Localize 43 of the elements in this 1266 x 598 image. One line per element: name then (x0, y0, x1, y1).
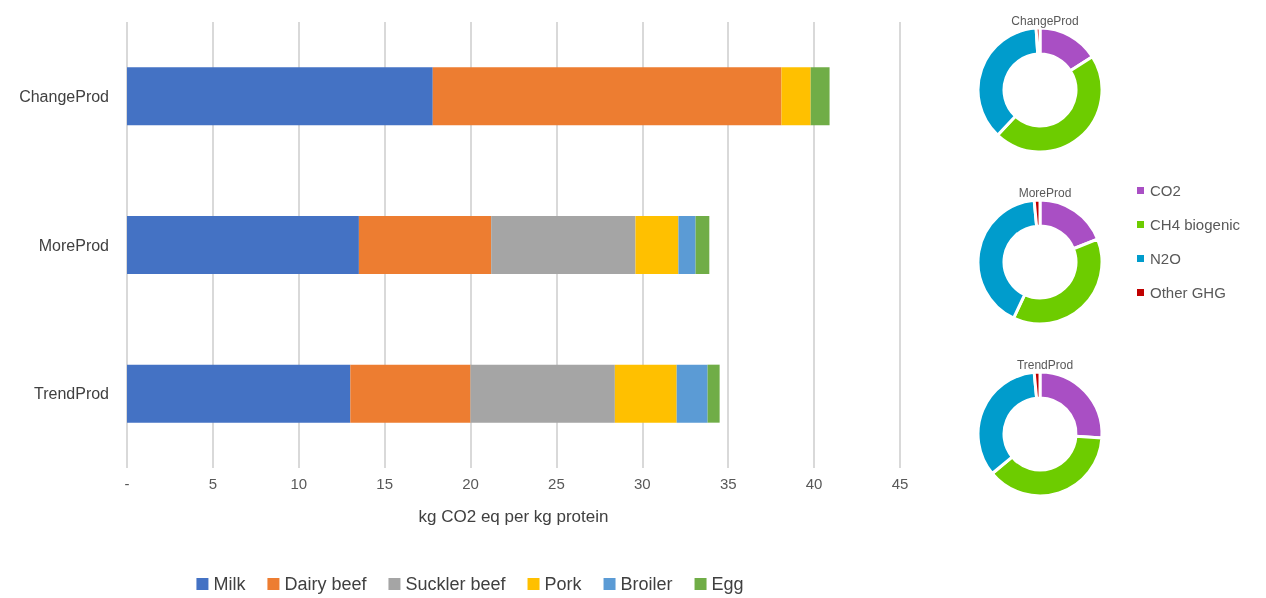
slice-label: TrendProd (1016, 358, 1074, 372)
legend-label: Egg (711, 574, 744, 594)
legend-label: Milk (213, 574, 247, 594)
x-tick-label: 25 (548, 475, 565, 492)
bar (781, 67, 811, 126)
x-tick-label: 15 (376, 475, 394, 492)
legend-label: N2O (1150, 250, 1181, 267)
bar (127, 67, 433, 126)
legend-label: Pork (544, 574, 583, 594)
x-tick-label: 35 (719, 475, 737, 492)
y-tick-label: ChangeProd (19, 87, 109, 105)
bar (491, 216, 636, 274)
bar (127, 216, 359, 274)
bar (127, 364, 351, 423)
x-tick-label: 45 (891, 475, 909, 492)
bar (432, 67, 782, 126)
legend-label: CH4 biogenic (1150, 216, 1241, 233)
bar (358, 216, 492, 274)
bar (350, 364, 471, 423)
slice-label: ChangeProd (1011, 14, 1079, 28)
x-tick-label: 30 (633, 475, 651, 492)
x-tick-label: - (124, 475, 130, 492)
legend-label: CO2 (1150, 182, 1181, 199)
bar (707, 364, 720, 423)
y-tick-label: MoreProd (38, 236, 109, 254)
bar (678, 216, 696, 274)
bar (635, 216, 679, 274)
x-tick-label: 40 (805, 475, 823, 492)
bar (810, 67, 830, 126)
y-tick-label: TrendProd (34, 385, 109, 403)
bar (695, 216, 710, 274)
bar (676, 364, 708, 423)
slice-label: MoreProd (1018, 186, 1072, 200)
x-axis-title: kg CO2 eq per kg protein (418, 507, 609, 526)
legend-label: Other GHG (1150, 284, 1226, 301)
bar (470, 364, 615, 423)
legend-label: Broiler (620, 574, 673, 594)
bar (614, 364, 677, 423)
legend-label: Dairy beef (284, 574, 368, 594)
x-tick-label: 20 (462, 475, 479, 492)
x-tick-label: 10 (290, 475, 308, 492)
legend-label: Suckler beef (405, 574, 507, 594)
x-tick-label: 5 (208, 475, 218, 492)
